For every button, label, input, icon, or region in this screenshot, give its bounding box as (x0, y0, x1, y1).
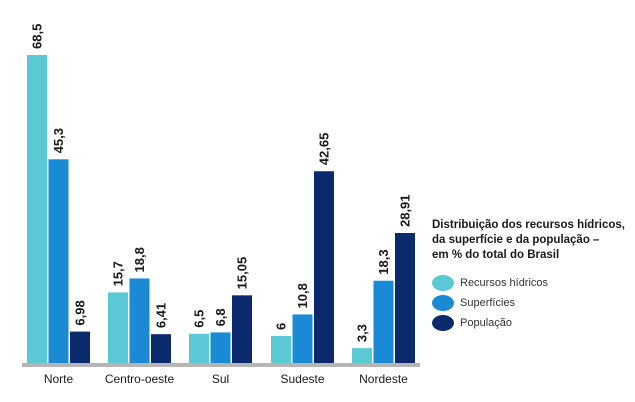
legend-label-superficies: Superfícies (460, 297, 516, 309)
bar-sul-populacao (232, 295, 252, 363)
legend-item-populacao: População (432, 313, 632, 333)
bar-norte-recursos-hidricos (27, 55, 47, 363)
legend: Distribuição dos recursos hídricos, da s… (432, 218, 632, 333)
value-label-sudeste-superficies: 10,8 (295, 283, 310, 308)
value-label-centro-oeste-superficies: 18,8 (132, 247, 147, 272)
bar-norte-superficies (48, 159, 69, 363)
legend-title: Distribuição dos recursos hídricos, da s… (432, 218, 632, 263)
legend-swatch-populacao (432, 315, 454, 331)
category-labels-group: Norte Centro-oeste Sul Sudeste Nordeste (44, 372, 408, 386)
value-label-centro-oeste-populacao: 6,41 (154, 303, 169, 328)
value-label-sul-populacao: 15,05 (235, 257, 250, 290)
bar-sudeste-populacao (314, 171, 334, 363)
bar-nordeste-superficies (373, 280, 394, 363)
bar-sul-superficies (210, 332, 231, 363)
legend-swatch-superficies (432, 295, 454, 311)
value-label-norte-recursos-hidricos: 68,5 (30, 24, 45, 49)
legend-label-populacao: População (460, 317, 512, 329)
legend-title-line-1: Distribuição dos recursos hídricos, (432, 219, 625, 231)
value-label-nordeste-recursos-hidricos: 3,3 (355, 324, 370, 342)
value-label-centro-oeste-recursos-hidricos: 15,7 (111, 261, 126, 286)
legend-item-recursos-hidricos: Recursos hídricos (432, 273, 632, 293)
value-label-norte-populacao: 6,98 (73, 300, 88, 325)
bar-centro-oeste-recursos-hidricos (108, 292, 128, 363)
category-label-norte: Norte (44, 372, 74, 386)
value-label-sudeste-recursos-hidricos: 6 (274, 323, 289, 330)
bar-centro-oeste-superficies (129, 278, 150, 363)
bar-sudeste-superficies (292, 314, 313, 363)
bars-group (27, 55, 415, 363)
bar-norte-populacao (70, 331, 90, 363)
value-label-norte-superficies: 45,3 (51, 128, 66, 153)
legend-swatch-recursos-hidricos (432, 275, 454, 291)
legend-title-line-2: da superfície e da população – (432, 234, 600, 246)
legend-item-superficies: Superfícies (432, 293, 632, 313)
bar-nordeste-populacao (395, 233, 415, 363)
value-label-nordeste-populacao: 28,91 (398, 194, 413, 227)
bar-centro-oeste-populacao (151, 334, 171, 363)
value-label-sul-superficies: 6,8 (213, 308, 228, 326)
value-label-sul-recursos-hidricos: 6,5 (192, 310, 207, 328)
category-label-centro-oeste: Centro-oeste (105, 372, 175, 386)
bar-sul-recursos-hidricos (189, 333, 209, 363)
legend-title-line-3: em % do total do Brasil (432, 249, 560, 261)
category-label-sul: Sul (212, 372, 229, 386)
value-label-nordeste-superficies: 18,3 (376, 249, 391, 274)
value-label-sudeste-populacao: 42,65 (317, 133, 332, 166)
bar-nordeste-recursos-hidricos (352, 348, 372, 363)
category-label-nordeste: Nordeste (359, 372, 408, 386)
value-labels-group: 68,5 45,3 6,98 15,7 18,8 6,41 6,5 6,8 15,05 6 10,8… (30, 24, 413, 342)
legend-label-recursos-hidricos: Recursos hídricos (460, 277, 549, 289)
bar-sudeste-recursos-hidricos (271, 336, 291, 363)
category-label-sudeste: Sudeste (280, 372, 324, 386)
